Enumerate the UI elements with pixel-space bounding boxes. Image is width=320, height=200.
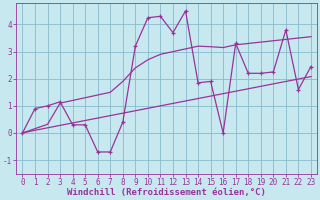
X-axis label: Windchill (Refroidissement éolien,°C): Windchill (Refroidissement éolien,°C) <box>67 188 266 197</box>
